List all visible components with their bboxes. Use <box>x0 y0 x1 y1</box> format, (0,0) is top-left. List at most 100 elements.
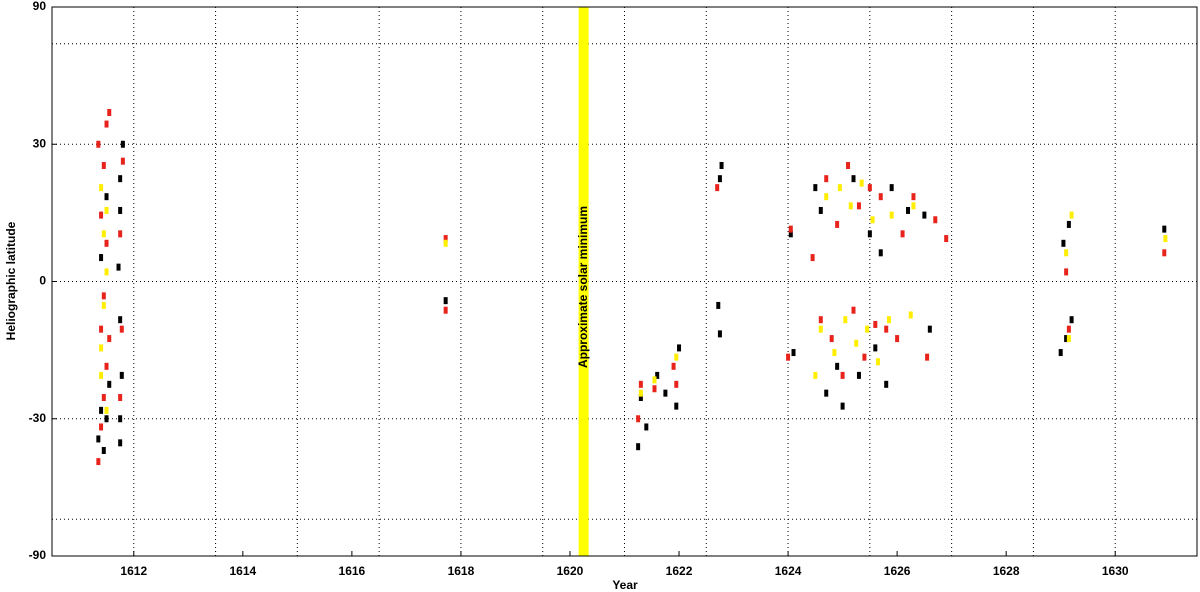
data-point <box>118 230 123 238</box>
data-point <box>908 311 913 319</box>
data-point <box>837 184 842 192</box>
x-axis-label: Year <box>612 578 638 592</box>
x-tick-label: 1622 <box>666 564 693 578</box>
data-point <box>835 362 840 370</box>
data-point <box>677 344 682 352</box>
data-point <box>911 193 916 201</box>
data-point <box>638 394 643 402</box>
data-point <box>876 358 881 366</box>
data-point <box>717 175 722 183</box>
data-point <box>118 439 123 447</box>
x-tick-label: 1614 <box>229 564 256 578</box>
data-point <box>1058 349 1063 357</box>
data-point <box>889 184 894 192</box>
data-point <box>104 362 109 370</box>
data-point <box>884 325 889 333</box>
data-point <box>674 380 679 388</box>
data-point <box>818 325 823 333</box>
data-point <box>104 239 109 247</box>
data-point <box>107 380 112 388</box>
data-point <box>104 415 109 423</box>
x-tick-label: 1618 <box>448 564 475 578</box>
data-point <box>925 353 930 361</box>
data-point <box>859 179 864 187</box>
data-point <box>843 316 848 324</box>
data-point <box>671 362 676 370</box>
data-point <box>443 306 448 314</box>
data-point <box>878 193 883 201</box>
data-point <box>101 446 106 454</box>
x-tick-label: 1624 <box>775 564 802 578</box>
y-tick-label: 90 <box>33 0 47 13</box>
data-point <box>1064 335 1069 343</box>
data-point <box>99 254 104 262</box>
data-point <box>846 161 851 169</box>
data-point <box>119 325 124 333</box>
x-tick-label: 1628 <box>993 564 1020 578</box>
data-point <box>101 161 106 169</box>
data-point <box>655 371 660 379</box>
data-point <box>832 349 837 357</box>
data-point <box>922 211 927 219</box>
data-point <box>443 297 448 305</box>
data-point <box>118 206 123 214</box>
x-tick-label: 1630 <box>1102 564 1129 578</box>
band-annotation: Approximate solar minimum <box>576 206 590 368</box>
data-point <box>848 202 853 210</box>
data-point <box>1069 211 1074 219</box>
data-point <box>99 184 104 192</box>
data-point <box>644 423 649 431</box>
x-tick-label: 1620 <box>557 564 584 578</box>
y-tick-label: -90 <box>29 548 47 562</box>
plot-frame <box>51 6 1198 557</box>
data-point <box>786 353 791 361</box>
x-tick-label: 1616 <box>339 564 366 578</box>
data-point <box>813 184 818 192</box>
data-point <box>120 140 125 148</box>
data-point <box>1069 316 1074 324</box>
data-point <box>101 394 106 402</box>
data-point <box>719 161 724 169</box>
data-point <box>1064 249 1069 257</box>
data-point <box>878 249 883 257</box>
data-point <box>818 316 823 324</box>
data-point <box>865 325 870 333</box>
data-point <box>895 335 900 343</box>
data-point <box>104 206 109 214</box>
data-point <box>873 344 878 352</box>
data-point <box>840 402 845 410</box>
data-point <box>99 344 104 352</box>
data-point <box>856 202 861 210</box>
data-point <box>104 120 109 128</box>
y-axis-label: Heliographic latitude <box>4 221 18 340</box>
data-point <box>96 458 101 466</box>
data-point <box>810 254 815 262</box>
y-tick-label: 30 <box>33 136 47 150</box>
data-point <box>99 211 104 219</box>
data-point <box>118 175 123 183</box>
data-point <box>1061 239 1066 247</box>
data-point <box>101 230 106 238</box>
data-point <box>944 235 949 243</box>
data-point <box>829 335 834 343</box>
data-point <box>652 376 657 384</box>
data-point <box>101 301 106 309</box>
data-point <box>652 385 657 393</box>
data-point <box>1066 325 1071 333</box>
data-point <box>856 371 861 379</box>
data-point <box>1163 235 1168 243</box>
data-point <box>99 371 104 379</box>
y-tick-label: 0 <box>39 274 46 288</box>
y-tick-label: -30 <box>29 411 47 425</box>
data-point <box>118 415 123 423</box>
data-point <box>717 330 722 338</box>
data-point <box>886 316 891 324</box>
data-point <box>104 193 109 201</box>
data-point <box>99 423 104 431</box>
data-point <box>101 292 106 300</box>
data-point <box>911 202 916 210</box>
data-point <box>119 371 124 379</box>
data-point <box>120 157 125 165</box>
